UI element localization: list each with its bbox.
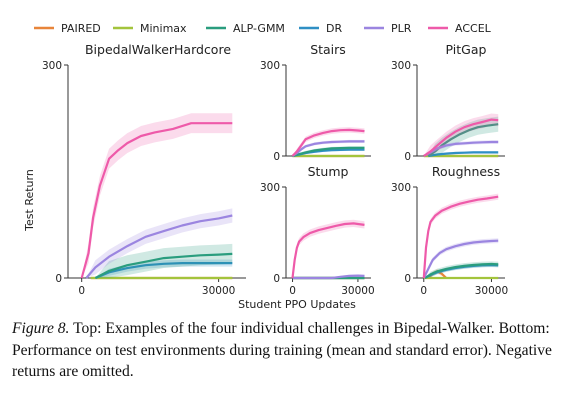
legend-label-accel: ACCEL bbox=[455, 22, 492, 35]
x-axis-label: Student PPO Updates bbox=[238, 298, 356, 311]
panel-stump-series-accel-error-band bbox=[292, 219, 365, 278]
panel-bipedalwalkerhardcore-series-plr-line bbox=[85, 214, 233, 279]
panel-roughness-series-plr-line bbox=[422, 239, 499, 279]
legend-label-alp-gmm: ALP-GMM bbox=[233, 22, 285, 35]
panel-pitgap-series-dr bbox=[428, 151, 499, 158]
panel-stump-series-plr-line bbox=[292, 274, 365, 280]
panel-pitgap-series-accel-error-band bbox=[423, 113, 499, 156]
legend-label-plr: PLR bbox=[391, 22, 412, 35]
panel-bipedalwalkerhardcore-series-dr-line bbox=[94, 262, 233, 280]
panel-stairs-series-accel-error-band bbox=[292, 127, 365, 156]
panel-stairs-series-accel-line bbox=[291, 128, 365, 157]
panel-stump-xtick-label-30000: 30000 bbox=[341, 285, 374, 297]
panel-bipedalwalkerhardcore-series-plr-error-band bbox=[86, 208, 233, 278]
panel-bipedalwalkerhardcore-series-accel-error-band bbox=[81, 113, 233, 278]
panel-bipedalwalkerhardcore: BipedalWalkerHardcore 0 300 0 30000 bbox=[42, 42, 246, 297]
panel-stump-xtick-label-0: 0 bbox=[289, 285, 296, 297]
panel-bipedalwalkerhardcore-series-alp-gmm bbox=[94, 243, 233, 279]
panel-stairs-series-accel bbox=[291, 127, 365, 157]
panel-bipedalwalkerhardcore-series-plr bbox=[85, 208, 233, 279]
panel-pitgap-ytick-label-0: 0 bbox=[404, 151, 411, 163]
legend: PAIRED Minimax ALP-GMM DR PLR ACCEL bbox=[34, 22, 492, 35]
panel-stairs: Stairs 300 0 bbox=[260, 42, 371, 163]
panel-bipedalwalkerhardcore-ytick-label-0: 0 bbox=[55, 273, 62, 285]
panel-bipedalwalkerhardcore-series-dr bbox=[94, 259, 233, 280]
panel-pitgap-ytick-label-300: 300 bbox=[391, 60, 411, 72]
panel-roughness-ytick-label-0: 0 bbox=[404, 273, 411, 285]
panel-bipedalwalkerhardcore-xtick-label-0: 0 bbox=[78, 285, 85, 297]
caption-text: Top: Examples of the four individual cha… bbox=[12, 320, 552, 380]
figure-caption: Figure 8. Top: Examples of the four indi… bbox=[12, 318, 552, 383]
panel-roughness-series-paired-error-band bbox=[428, 268, 447, 278]
panel-stairs-ytick-label-300: 300 bbox=[260, 60, 280, 72]
panel-stump-series-plr bbox=[292, 274, 365, 280]
panel-bipedalwalkerhardcore-series-alp-gmm-line bbox=[94, 252, 233, 279]
panel-bipedalwalkerhardcore-series-accel-line bbox=[80, 122, 233, 279]
panel-pitgap: PitGap 300 0 bbox=[391, 42, 505, 163]
panel-roughness-series-alp-gmm bbox=[424, 261, 499, 279]
panel-pitgap-series-accel bbox=[423, 113, 499, 157]
caption-label: Figure 8. bbox=[12, 320, 70, 337]
legend-item-accel: ACCEL bbox=[428, 22, 492, 35]
panel-roughness-series-dr-error-band bbox=[424, 262, 499, 278]
legend-item-plr: PLR bbox=[364, 22, 412, 35]
panel-stairs-series-alp-gmm-line bbox=[292, 146, 365, 158]
panel-stump-title: Stump bbox=[308, 164, 349, 179]
panel-roughness-xtick-label-0: 0 bbox=[420, 285, 427, 297]
panel-pitgap-series-plr-error-band bbox=[423, 140, 499, 156]
panel-pitgap-title: PitGap bbox=[446, 42, 487, 57]
panel-roughness-title: Roughness bbox=[432, 164, 500, 179]
panel-roughness-ytick-label-300: 300 bbox=[391, 182, 411, 194]
panel-bipedalwalkerhardcore-series-alp-gmm-error-band bbox=[95, 243, 233, 278]
panel-roughness-series-plr-error-band bbox=[423, 238, 499, 278]
panel-roughness-series-plr bbox=[422, 238, 499, 279]
y-axis-label: Test Return bbox=[23, 169, 36, 232]
panel-pitgap-series-plr-line bbox=[423, 140, 499, 157]
panel-stump-ytick-label-300: 300 bbox=[260, 182, 280, 194]
panel-roughness-series-accel-line bbox=[422, 195, 499, 279]
panel-pitgap-series-plr bbox=[423, 140, 499, 157]
panel-stairs-title: Stairs bbox=[310, 42, 346, 57]
panel-stump-ytick-label-0: 0 bbox=[273, 273, 280, 285]
panel-stump-series-accel bbox=[291, 219, 365, 279]
panel-stairs-series-plr bbox=[291, 139, 365, 157]
panel-pitgap-series-dr-line bbox=[428, 151, 499, 158]
legend-item-minimax: Minimax bbox=[113, 22, 187, 35]
legend-label-dr: DR bbox=[326, 22, 342, 35]
panel-pitgap-series-accel-line bbox=[423, 118, 499, 157]
legend-label-minimax: Minimax bbox=[140, 22, 187, 35]
legend-item-dr: DR bbox=[299, 22, 342, 35]
panel-stairs-ytick-label-0: 0 bbox=[273, 151, 280, 163]
panel-bipedalwalkerhardcore-title: BipedalWalkerHardcore bbox=[85, 42, 231, 57]
panel-stairs-series-alp-gmm bbox=[292, 146, 365, 158]
legend-item-paired: PAIRED bbox=[34, 22, 101, 35]
panel-stairs-series-plr-line bbox=[291, 140, 365, 157]
figure-canvas: PAIRED Minimax ALP-GMM DR PLR ACCEL BipedalWa… bbox=[23, 22, 508, 311]
legend-item-alp-gmm: ALP-GMM bbox=[206, 22, 285, 35]
panel-roughness-series-alp-gmm-line bbox=[424, 262, 499, 279]
panel-roughness-series-accel bbox=[422, 193, 499, 279]
panel-bipedalwalkerhardcore-ytick-label-300: 300 bbox=[42, 60, 62, 72]
legend-label-paired: PAIRED bbox=[61, 22, 101, 35]
panel-bipedalwalkerhardcore-series-accel bbox=[80, 113, 233, 279]
panel-stump-series-accel-line bbox=[291, 222, 365, 279]
panel-roughness-xtick-label-30000: 30000 bbox=[475, 285, 508, 297]
panel-bipedalwalkerhardcore-xtick-label-30000: 30000 bbox=[202, 285, 235, 297]
